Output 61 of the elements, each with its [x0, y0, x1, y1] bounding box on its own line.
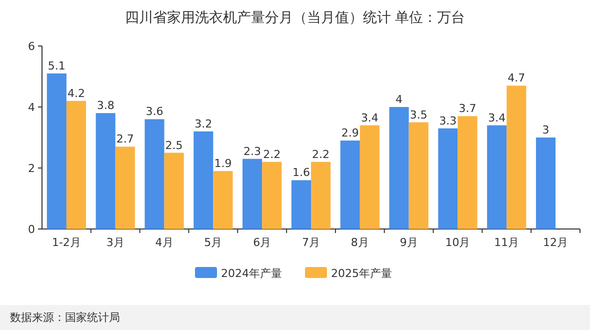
- bar: [408, 122, 428, 229]
- data-label: 2.2: [263, 148, 281, 161]
- x-tick-label: 12月: [543, 236, 568, 249]
- x-tick-label: 1-2月: [52, 236, 81, 249]
- data-label: 3.8: [96, 99, 114, 112]
- bar: [311, 162, 331, 229]
- data-label: 2.9: [341, 126, 359, 140]
- x-tick-label: 5月: [204, 236, 222, 249]
- x-tick-label: 7月: [302, 236, 320, 249]
- bar: [438, 128, 458, 229]
- bar: [536, 138, 556, 229]
- data-label: 1.9: [214, 157, 232, 170]
- data-label: 5.1: [48, 59, 66, 72]
- bar: [144, 119, 164, 229]
- bar: [389, 107, 409, 229]
- y-tick-label: 6: [28, 40, 35, 53]
- x-tick-label: 9月: [400, 236, 418, 249]
- y-tick-label: 0: [28, 223, 35, 236]
- bar: [291, 180, 311, 229]
- data-label: 4.7: [508, 72, 526, 85]
- bar: [66, 100, 86, 229]
- bar: [115, 146, 135, 229]
- data-label: 2.2: [312, 148, 330, 161]
- bar: [164, 152, 184, 229]
- x-tick-label: 8月: [350, 236, 369, 249]
- data-label: 2.7: [116, 132, 134, 146]
- bar: [487, 125, 507, 229]
- bar: [340, 140, 360, 229]
- y-tick-label: 4: [28, 101, 35, 114]
- data-label: 3.6: [146, 105, 164, 118]
- bar: [96, 113, 116, 229]
- data-label: 3.4: [360, 111, 378, 124]
- x-tick-label: 11月: [494, 236, 520, 249]
- bar: [213, 171, 233, 229]
- bar: [46, 73, 66, 229]
- data-label: 3: [542, 124, 550, 136]
- bar: [458, 116, 478, 229]
- data-label: 2.3: [244, 144, 262, 158]
- bar: [262, 162, 282, 229]
- data-label: 4: [396, 93, 403, 106]
- x-tick-label: 4月: [155, 236, 174, 249]
- bar: [506, 86, 526, 229]
- data-label: 4.2: [67, 86, 85, 100]
- legend-label: 2025年产量: [331, 267, 392, 280]
- x-tick-label: 6月: [253, 236, 272, 249]
- data-label: 3.3: [439, 114, 457, 128]
- chart-title: 四川省家用洗衣机产量分月（当月值）统计 单位：万台: [124, 10, 466, 26]
- bar: [360, 125, 380, 229]
- bar: [194, 131, 214, 229]
- x-tick-label: 10月: [445, 236, 470, 249]
- bar: [242, 158, 262, 229]
- data-label: 1.6: [292, 166, 310, 180]
- y-tick-label: 2: [28, 162, 35, 175]
- data-label: 3.5: [410, 108, 428, 122]
- data-label: 3.2: [194, 117, 212, 130]
- source-note: 数据来源：国家统计局: [10, 311, 120, 324]
- x-tick-label: 3月: [106, 236, 124, 249]
- legend-label: 2024年产量: [221, 267, 282, 280]
- data-label: 3.7: [458, 102, 476, 116]
- data-label: 3.4: [488, 111, 506, 124]
- data-label: 2.5: [165, 138, 183, 152]
